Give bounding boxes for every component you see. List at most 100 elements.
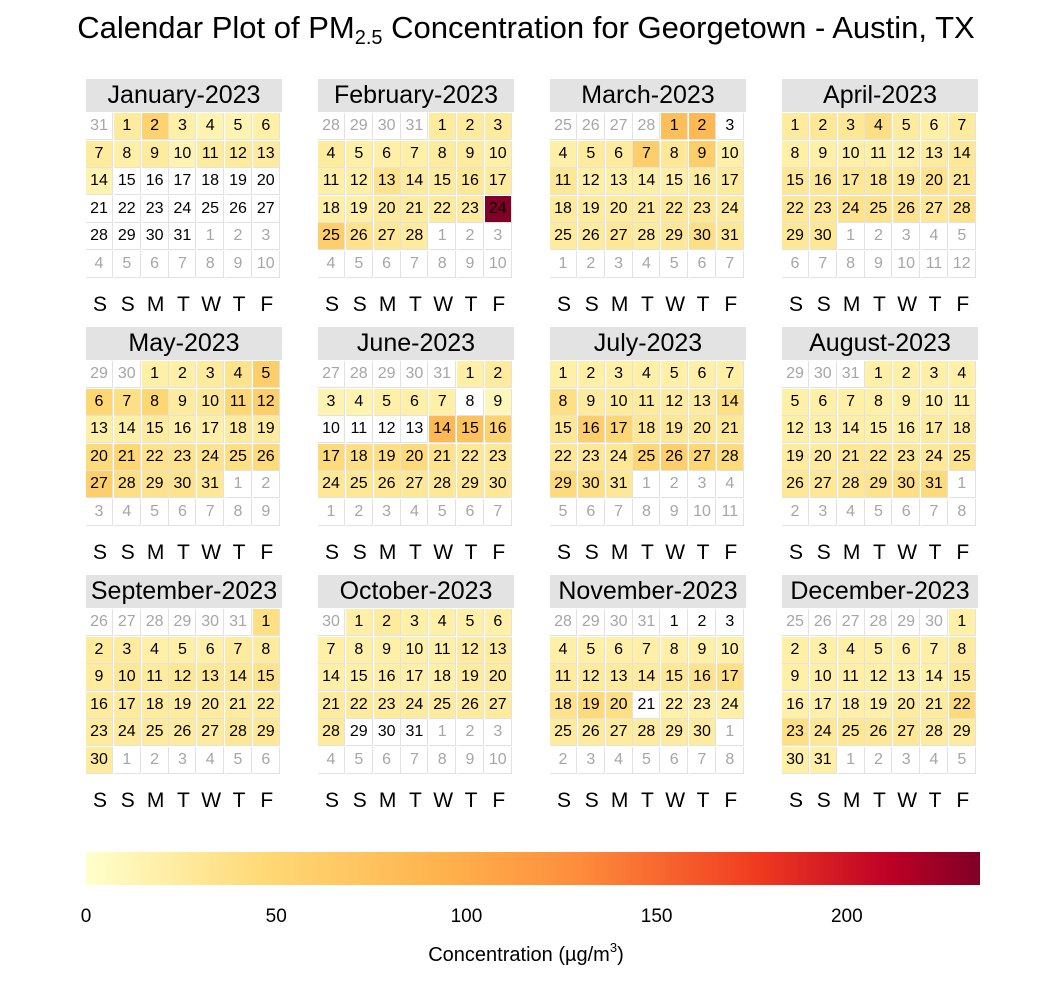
- weekday-label: M: [378, 293, 397, 316]
- calendar-day-cell: 22: [252, 691, 280, 719]
- weekday-label: S: [816, 293, 831, 316]
- calendar-day-outside: 5: [948, 223, 976, 250]
- weekday-label: F: [492, 293, 506, 316]
- weekday-label: T: [464, 293, 478, 316]
- calendar-day-cell: 31: [197, 471, 225, 498]
- calendar-day-cell: 22: [141, 443, 169, 471]
- weekday-label: S: [352, 541, 367, 564]
- calendar-day-cell: 7: [318, 636, 345, 664]
- calendar-day-outside: 6: [141, 250, 169, 278]
- calendar-day-outside: 5: [865, 498, 893, 526]
- calendar-day-cell: 19: [457, 664, 484, 691]
- calendar-day-outside: 9: [661, 498, 689, 526]
- calendar-day-outside: 6: [689, 250, 716, 278]
- calendar-day-outside: 3: [893, 746, 921, 774]
- calendar-day-cell: 22: [113, 195, 141, 223]
- calendar-day-outside: 6: [893, 498, 921, 526]
- calendar-day-cell: 5: [345, 140, 373, 168]
- calendar-day-cell: 12: [345, 168, 373, 195]
- color-scale-tick-label: 100: [450, 906, 483, 927]
- calendar-day-cell: 4: [865, 113, 893, 140]
- weekday-label: T: [232, 789, 246, 812]
- calendar-day-outside: 28: [141, 609, 169, 636]
- calendar-day-cell: 2: [484, 361, 512, 388]
- calendar-day-outside: 3: [605, 250, 633, 278]
- calendar-day-cell: 15: [550, 416, 577, 443]
- calendar-day-cell: 28: [716, 443, 744, 471]
- calendar-day-cell: 1: [252, 609, 280, 636]
- calendar-day-cell: 3: [484, 113, 512, 140]
- calendar-day-cell: 30: [782, 746, 809, 774]
- calendar-day-cell: 27: [373, 223, 401, 250]
- calendar-day-cell: 3: [169, 113, 197, 140]
- month-panel: March-2023 25 26 27 28 1 2 3 4 5 6 7 8 9 10 11 12 13 14 15 1…: [550, 79, 746, 316]
- calendar-day-cell: 31: [809, 746, 837, 774]
- calendar-day-cell: 14: [921, 664, 948, 691]
- calendar-day-cell: 8: [141, 388, 169, 416]
- calendar-day-outside: 8: [225, 498, 252, 526]
- calendar-day-outside: 8: [837, 250, 865, 278]
- weekday-label: F: [260, 789, 274, 812]
- calendar-day-cell: 23: [86, 719, 113, 746]
- calendar-day-cell: 21: [837, 443, 865, 471]
- calendar-day-cell: 8: [661, 140, 689, 168]
- calendar-day-cell: 16: [86, 691, 113, 719]
- calendar-day-cell: 15: [661, 168, 689, 195]
- weekday-label: F: [260, 541, 274, 564]
- calendar-day-cell: 5: [373, 388, 401, 416]
- calendar-day-cell: 21: [401, 195, 429, 223]
- calendar-day-cell: 5: [577, 636, 605, 664]
- calendar-day-cell: 2: [689, 113, 716, 140]
- calendar-day-outside: 29: [577, 609, 605, 636]
- calendar-day-cell: 14: [633, 664, 661, 691]
- calendar-day-cell: 7: [113, 388, 141, 416]
- calendar-day-outside: 1: [948, 471, 976, 498]
- calendar-day-cell: 13: [86, 416, 113, 443]
- calendar-day-outside: 6: [169, 498, 197, 526]
- calendar-day-outside: 4: [318, 746, 345, 774]
- month-panel: June-2023 27 28 29 30 31 1 2 3 4 5 6 7 8 9 10 11 12 13 14 15…: [318, 327, 514, 564]
- calendar-day-cell: 24: [113, 719, 141, 746]
- calendar-day-outside: 1: [633, 471, 661, 498]
- calendar-day-cell: 18: [318, 195, 345, 223]
- calendar-day-outside: 5: [429, 498, 457, 526]
- calendar-day-cell: 1: [457, 361, 484, 388]
- weekday-label: F: [492, 789, 506, 812]
- calendar-day-cell: 16: [689, 168, 716, 195]
- calendar-day-cell: 21: [716, 416, 744, 443]
- calendar-day-cell: 27: [401, 471, 429, 498]
- calendar-day-cell: 13: [197, 664, 225, 691]
- calendar-day-outside: 8: [429, 746, 457, 774]
- calendar-day-outside: 2: [865, 746, 893, 774]
- calendar-day-cell: 20: [809, 443, 837, 471]
- calendar-day-cell: 4: [633, 361, 661, 388]
- calendar-day-cell: 14: [633, 168, 661, 195]
- calendar-day-outside: 2: [782, 498, 809, 526]
- weekday-label: F: [724, 293, 738, 316]
- calendar-day-cell: 4: [550, 140, 577, 168]
- calendar-day-outside: 1: [716, 719, 744, 746]
- calendar-day-outside: 6: [457, 498, 484, 526]
- calendar-day-cell: 11: [141, 664, 169, 691]
- calendar-day-cell: 5: [865, 636, 893, 664]
- weekday-label: T: [928, 541, 942, 564]
- calendar-day-cell: 8: [457, 388, 484, 416]
- calendar-day-cell: 7: [633, 636, 661, 664]
- calendar-day-cell: 17: [837, 168, 865, 195]
- month-panel: November-2023 28 29 30 31 1 2 3 4 5 6 7 8 9 10 11 12 13 14…: [550, 575, 746, 812]
- calendar-day-cell: 29: [141, 471, 169, 498]
- calendar-day-cell: 27: [893, 719, 921, 746]
- calendar-day-cell: 14: [837, 416, 865, 443]
- color-scale-ticks: 0 50 100 150 200: [0, 906, 1052, 932]
- calendar-day-outside: 27: [837, 609, 865, 636]
- calendar-day-cell: 17: [921, 416, 948, 443]
- calendar-day-cell: 23: [689, 691, 716, 719]
- calendar-day-cell: 1: [661, 609, 689, 636]
- calendar-day-cell: 10: [113, 664, 141, 691]
- calendar-day-cell: 29: [457, 471, 484, 498]
- calendar-day-cell: 11: [948, 388, 976, 416]
- calendar-day-cell: 30: [373, 719, 401, 746]
- calendar-day-cell: 16: [689, 664, 716, 691]
- calendar-day-cell: 9: [577, 388, 605, 416]
- weekday-label: W: [665, 541, 686, 564]
